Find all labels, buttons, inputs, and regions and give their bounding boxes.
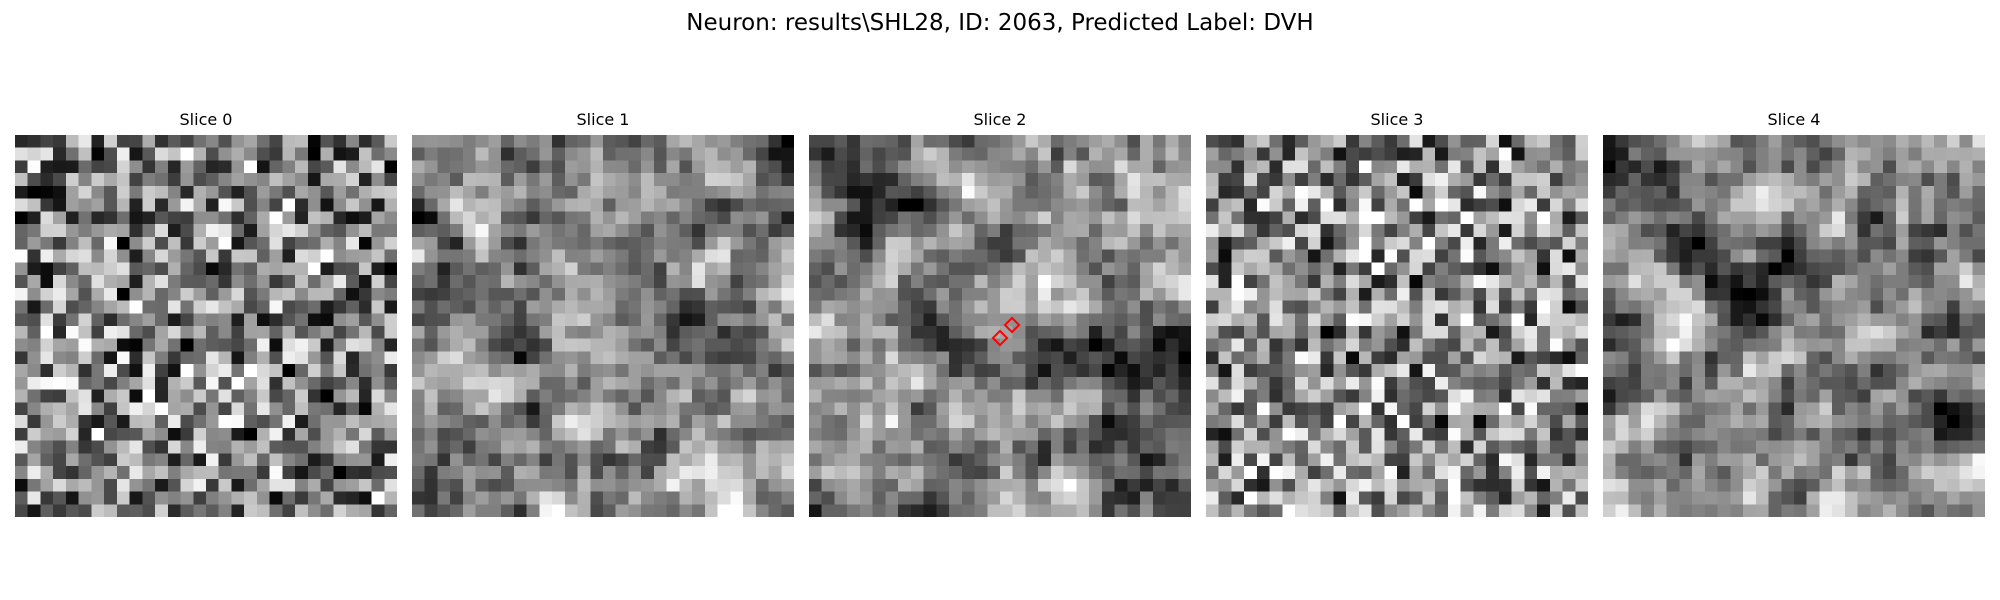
slice-title: Slice 4 bbox=[1767, 110, 1821, 129]
slice-panel-3: Slice 3 bbox=[1206, 108, 1588, 517]
slice-panel-1: Slice 1 bbox=[412, 108, 794, 517]
slice-title: Slice 2 bbox=[973, 110, 1027, 129]
slice-heatmap-canvas bbox=[1206, 135, 1588, 517]
slice-title: Slice 1 bbox=[576, 110, 630, 129]
slice-image bbox=[15, 135, 397, 517]
slice-panel-2: Slice 2 bbox=[809, 108, 1191, 517]
slice-heatmap-canvas bbox=[15, 135, 397, 517]
slice-panel-0: Slice 0 bbox=[15, 108, 397, 517]
slice-title: Slice 0 bbox=[179, 110, 233, 129]
slice-image bbox=[1206, 135, 1588, 517]
slice-heatmap-canvas bbox=[412, 135, 794, 517]
slice-title: Slice 3 bbox=[1370, 110, 1424, 129]
slice-image bbox=[809, 135, 1191, 517]
slice-image bbox=[412, 135, 794, 517]
slice-heatmap-canvas bbox=[809, 135, 1191, 517]
slice-panel-4: Slice 4 bbox=[1603, 108, 1985, 517]
slice-image bbox=[1603, 135, 1985, 517]
figure-title: Neuron: results\SHL28, ID: 2063, Predict… bbox=[686, 10, 1314, 36]
slice-heatmap-canvas bbox=[1603, 135, 1985, 517]
